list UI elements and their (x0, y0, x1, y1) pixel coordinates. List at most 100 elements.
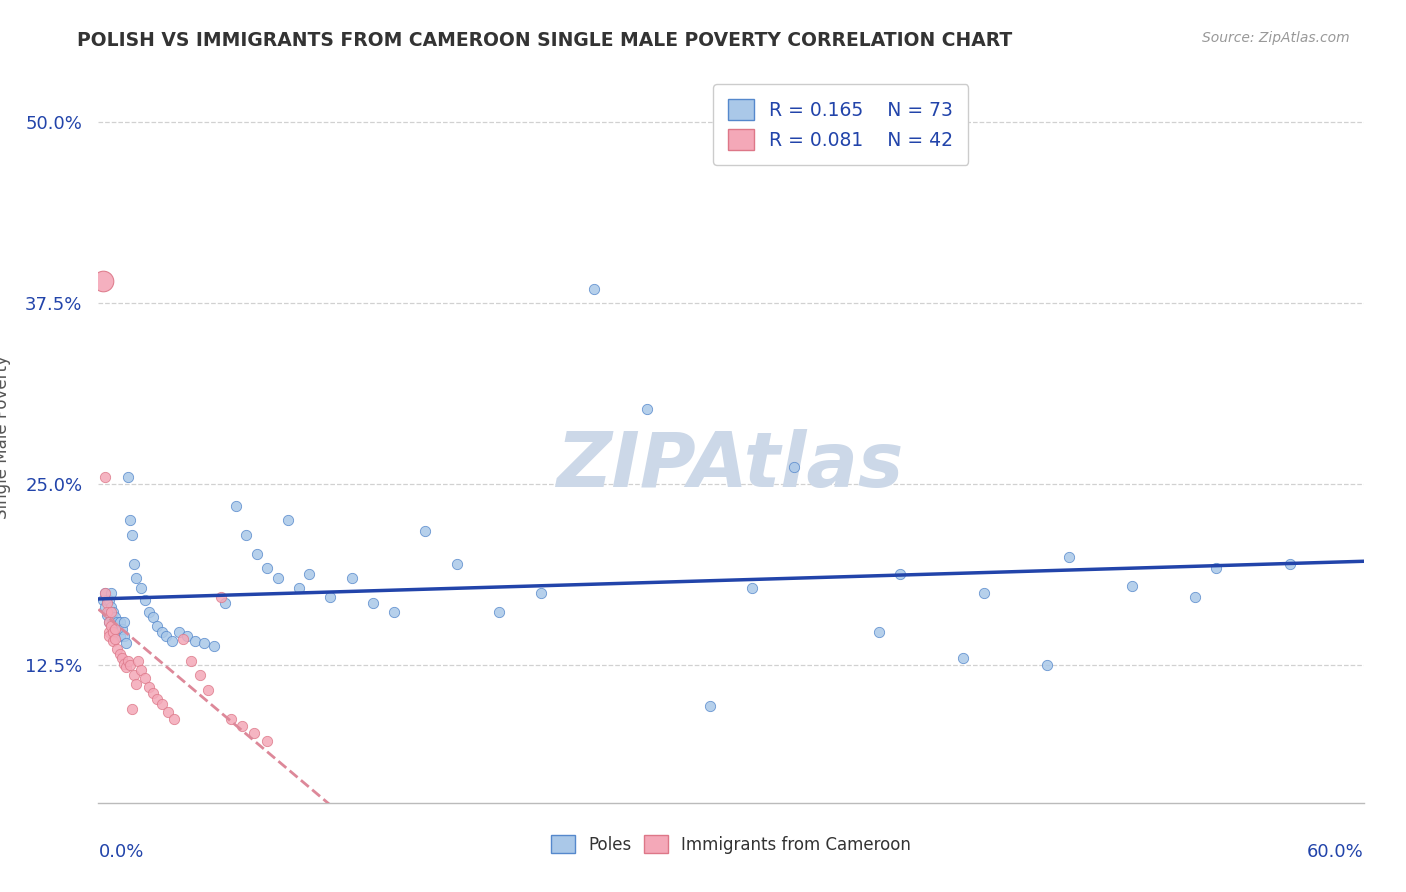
Point (209, 590, 232, 604)
Point (138, 680, 160, 694)
Text: Source: ZipAtlas.com: Source: ZipAtlas.com (1202, 31, 1350, 45)
Point (162, 633, 183, 648)
Point (100, 586, 122, 600)
Point (129, 582, 152, 596)
Point (104, 622, 127, 636)
Point (146, 619, 169, 633)
Point (225, 499, 247, 513)
Point (298, 566, 321, 581)
Point (134, 593, 156, 607)
Point (96, 596, 118, 610)
Point (188, 668, 211, 682)
Point (973, 586, 995, 600)
Point (103, 624, 125, 639)
Point (104, 610, 127, 624)
Point (100, 610, 122, 624)
Point (120, 658, 141, 673)
Point (382, 605, 405, 619)
Point (100, 619, 122, 633)
Point (125, 677, 148, 691)
Point (582, 282, 605, 296)
Point (235, 528, 257, 542)
Point (256, 561, 278, 575)
Point (197, 682, 219, 697)
Point (231, 719, 253, 733)
Point (103, 633, 125, 648)
Point (98, 593, 121, 607)
Point (256, 733, 278, 747)
Point (108, 629, 131, 643)
Point (530, 586, 553, 600)
Point (243, 726, 266, 740)
Point (783, 459, 806, 474)
Point (96, 605, 118, 619)
Point (446, 557, 468, 571)
Point (1036, 658, 1059, 673)
Text: 60.0%: 60.0% (1308, 843, 1364, 861)
Point (1205, 561, 1227, 575)
Point (180, 654, 202, 668)
Point (115, 636, 138, 650)
Point (150, 624, 173, 639)
Point (91, 274, 114, 288)
Point (93, 586, 117, 600)
Point (108, 615, 131, 629)
Point (129, 663, 152, 677)
Point (741, 582, 763, 596)
Point (124, 557, 146, 571)
Point (117, 654, 139, 668)
Point (176, 629, 198, 643)
Point (146, 691, 169, 706)
Point (112, 629, 135, 643)
Point (104, 632, 127, 647)
Text: ZIPAtlas: ZIPAtlas (557, 429, 905, 503)
Point (112, 615, 135, 629)
Text: 0.0%: 0.0% (98, 843, 143, 861)
Point (163, 712, 186, 726)
Point (117, 470, 139, 484)
Point (287, 582, 309, 596)
Point (413, 524, 436, 538)
Point (267, 571, 290, 585)
Point (98, 605, 121, 619)
Point (93, 470, 117, 484)
Y-axis label: Single Male Poverty: Single Male Poverty (0, 355, 11, 519)
Point (98, 624, 121, 639)
Point (103, 605, 125, 619)
Point (1184, 590, 1206, 604)
Point (108, 647, 131, 661)
Point (868, 624, 890, 639)
Point (184, 633, 207, 648)
Point (138, 605, 160, 619)
Point (699, 698, 721, 713)
Point (134, 671, 156, 685)
Point (111, 651, 132, 665)
Point (115, 659, 138, 673)
Point (150, 698, 173, 712)
Point (104, 622, 127, 636)
Point (142, 686, 165, 700)
Point (214, 596, 236, 610)
Point (172, 632, 194, 647)
Point (112, 657, 135, 671)
Point (98, 629, 121, 643)
Point (120, 513, 141, 527)
Point (204, 640, 226, 654)
Legend: Poles, Immigrants from Cameroon: Poles, Immigrants from Cameroon (544, 829, 918, 860)
Point (107, 642, 129, 657)
Point (107, 615, 129, 629)
Point (100, 600, 122, 615)
Point (93, 586, 117, 600)
Point (167, 624, 190, 639)
Point (91, 593, 114, 607)
Point (889, 566, 911, 581)
Point (319, 590, 342, 604)
Point (1057, 549, 1080, 564)
Point (96, 593, 118, 607)
Point (488, 605, 510, 619)
Point (361, 596, 384, 610)
Point (1279, 557, 1302, 571)
Point (121, 528, 143, 542)
Point (157, 705, 180, 719)
Point (246, 547, 269, 561)
